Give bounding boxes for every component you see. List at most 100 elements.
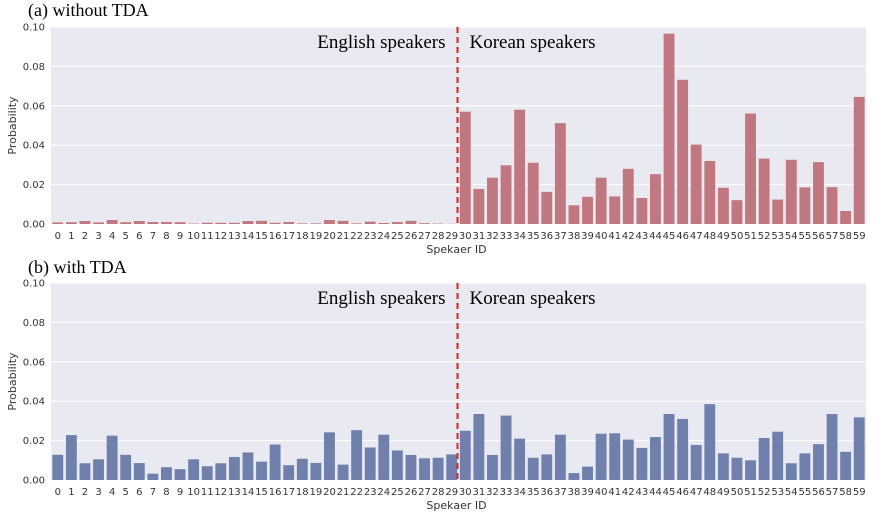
bar-speaker-10 [188, 459, 200, 480]
x-tick-label: 15 [255, 487, 268, 498]
bar-speaker-41 [609, 433, 621, 480]
x-tick-label: 54 [785, 487, 798, 498]
bar-speaker-44 [650, 437, 661, 480]
x-tick-label: 44 [649, 487, 662, 498]
x-tick-label: 6 [136, 231, 142, 242]
bar-speaker-20 [324, 220, 335, 224]
annotation-english: English speakers [317, 288, 445, 309]
x-tick-label: 5 [123, 231, 129, 242]
x-tick-label: 44 [649, 231, 662, 242]
bar-speaker-36 [541, 454, 553, 480]
bar-speaker-15 [256, 220, 267, 224]
x-tick-label: 37 [554, 231, 567, 242]
bar-speaker-1 [65, 435, 77, 480]
x-tick-label: 16 [269, 487, 282, 498]
x-tick-label: 19 [310, 231, 323, 242]
x-tick-label: 17 [282, 231, 295, 242]
x-tick-label: 8 [163, 231, 169, 242]
bar-speaker-48 [704, 404, 716, 480]
bar-speaker-53 [772, 199, 784, 224]
x-tick-label: 31 [473, 231, 486, 242]
bar-speaker-37 [554, 123, 566, 224]
x-tick-label: 19 [310, 487, 323, 498]
y-tick-label: 0.08 [23, 318, 45, 329]
x-tick-label: 42 [622, 231, 635, 242]
x-tick-label: 43 [636, 231, 649, 242]
x-tick-label: 15 [255, 231, 268, 242]
bar-speaker-36 [541, 191, 553, 224]
x-tick-label: 34 [513, 487, 526, 498]
x-tick-label: 34 [513, 231, 526, 242]
x-tick-label: 7 [150, 487, 156, 498]
bar-speaker-54 [785, 159, 797, 224]
bar-speaker-5 [120, 222, 132, 224]
chart-panel-b: 0.000.020.040.060.080.100 1 2 3 4 5 6 7 8 9 10 11 12… [6, 257, 866, 512]
y-tick-label: 0.00 [23, 220, 45, 231]
x-tick-label: 47 [690, 231, 703, 242]
x-tick-label: 32 [486, 231, 499, 242]
x-tick-label: 13 [228, 487, 241, 498]
bar-speaker-8 [161, 222, 172, 224]
x-tick-label: 48 [703, 487, 716, 498]
x-tick-label: 38 [568, 487, 581, 498]
bar-speaker-40 [595, 433, 607, 480]
x-tick-label: 45 [663, 231, 676, 242]
y-tick-label: 0.06 [23, 357, 45, 368]
x-tick-label: 45 [663, 487, 676, 498]
x-tick-label: 54 [785, 231, 798, 242]
x-tick-label: 18 [296, 487, 309, 498]
x-tick-label: 56 [812, 231, 825, 242]
x-tick-label: 20 [323, 487, 336, 498]
bar-speaker-48 [704, 160, 716, 224]
x-tick-label: 23 [364, 231, 377, 242]
bar-speaker-30 [459, 430, 471, 480]
bar-speaker-38 [568, 205, 580, 224]
bar-speaker-24 [378, 434, 390, 480]
bar-speaker-42 [622, 168, 634, 224]
x-tick-label: 3 [95, 231, 101, 242]
bar-speaker-19 [310, 462, 322, 480]
x-tick-label: 55 [799, 487, 812, 498]
x-tick-label: 9 [177, 487, 183, 498]
bar-speaker-23 [364, 447, 376, 480]
y-tick-label: 0.10 [23, 23, 45, 34]
bar-speaker-4 [106, 435, 118, 480]
x-tick-label: 12 [214, 231, 227, 242]
x-tick-label: 46 [676, 231, 689, 242]
bar-speaker-58 [840, 451, 852, 480]
x-tick-label: 51 [744, 487, 757, 498]
bar-speaker-56 [813, 444, 824, 480]
annotation-english: English speakers [317, 32, 445, 53]
x-tick-label: 37 [554, 487, 567, 498]
x-tick-label: 52 [758, 487, 771, 498]
bar-speaker-38 [568, 473, 580, 480]
x-tick-label: 38 [568, 231, 581, 242]
x-tick-label: 11 [201, 487, 214, 498]
x-tick-label: 56 [812, 487, 825, 498]
bar-speaker-2 [79, 221, 91, 224]
x-tick-label: 36 [540, 231, 553, 242]
x-tick-label: 31 [473, 487, 486, 498]
x-tick-label: 42 [622, 487, 635, 498]
x-tick-label: 30 [459, 231, 472, 242]
bar-speaker-34 [514, 438, 526, 480]
y-tick-label: 0.08 [23, 62, 45, 73]
bar-speaker-35 [527, 457, 539, 480]
x-tick-label: 35 [527, 487, 540, 498]
bar-speaker-0 [52, 454, 64, 480]
x-tick-label: 57 [826, 231, 839, 242]
bar-speaker-6 [133, 221, 145, 224]
x-tick-label: 22 [350, 487, 363, 498]
x-tick-label: 21 [337, 487, 350, 498]
x-tick-label: 57 [826, 487, 839, 498]
x-tick-label: 25 [391, 231, 404, 242]
bar-speaker-47 [690, 144, 702, 224]
bar-speaker-26 [405, 220, 417, 224]
bar-speaker-40 [595, 177, 607, 224]
panel-title: (b) with TDA [28, 257, 127, 278]
x-tick-label: 6 [136, 487, 142, 498]
bar-speaker-2 [79, 463, 91, 480]
plot-background [51, 27, 866, 224]
x-tick-label: 26 [405, 231, 418, 242]
